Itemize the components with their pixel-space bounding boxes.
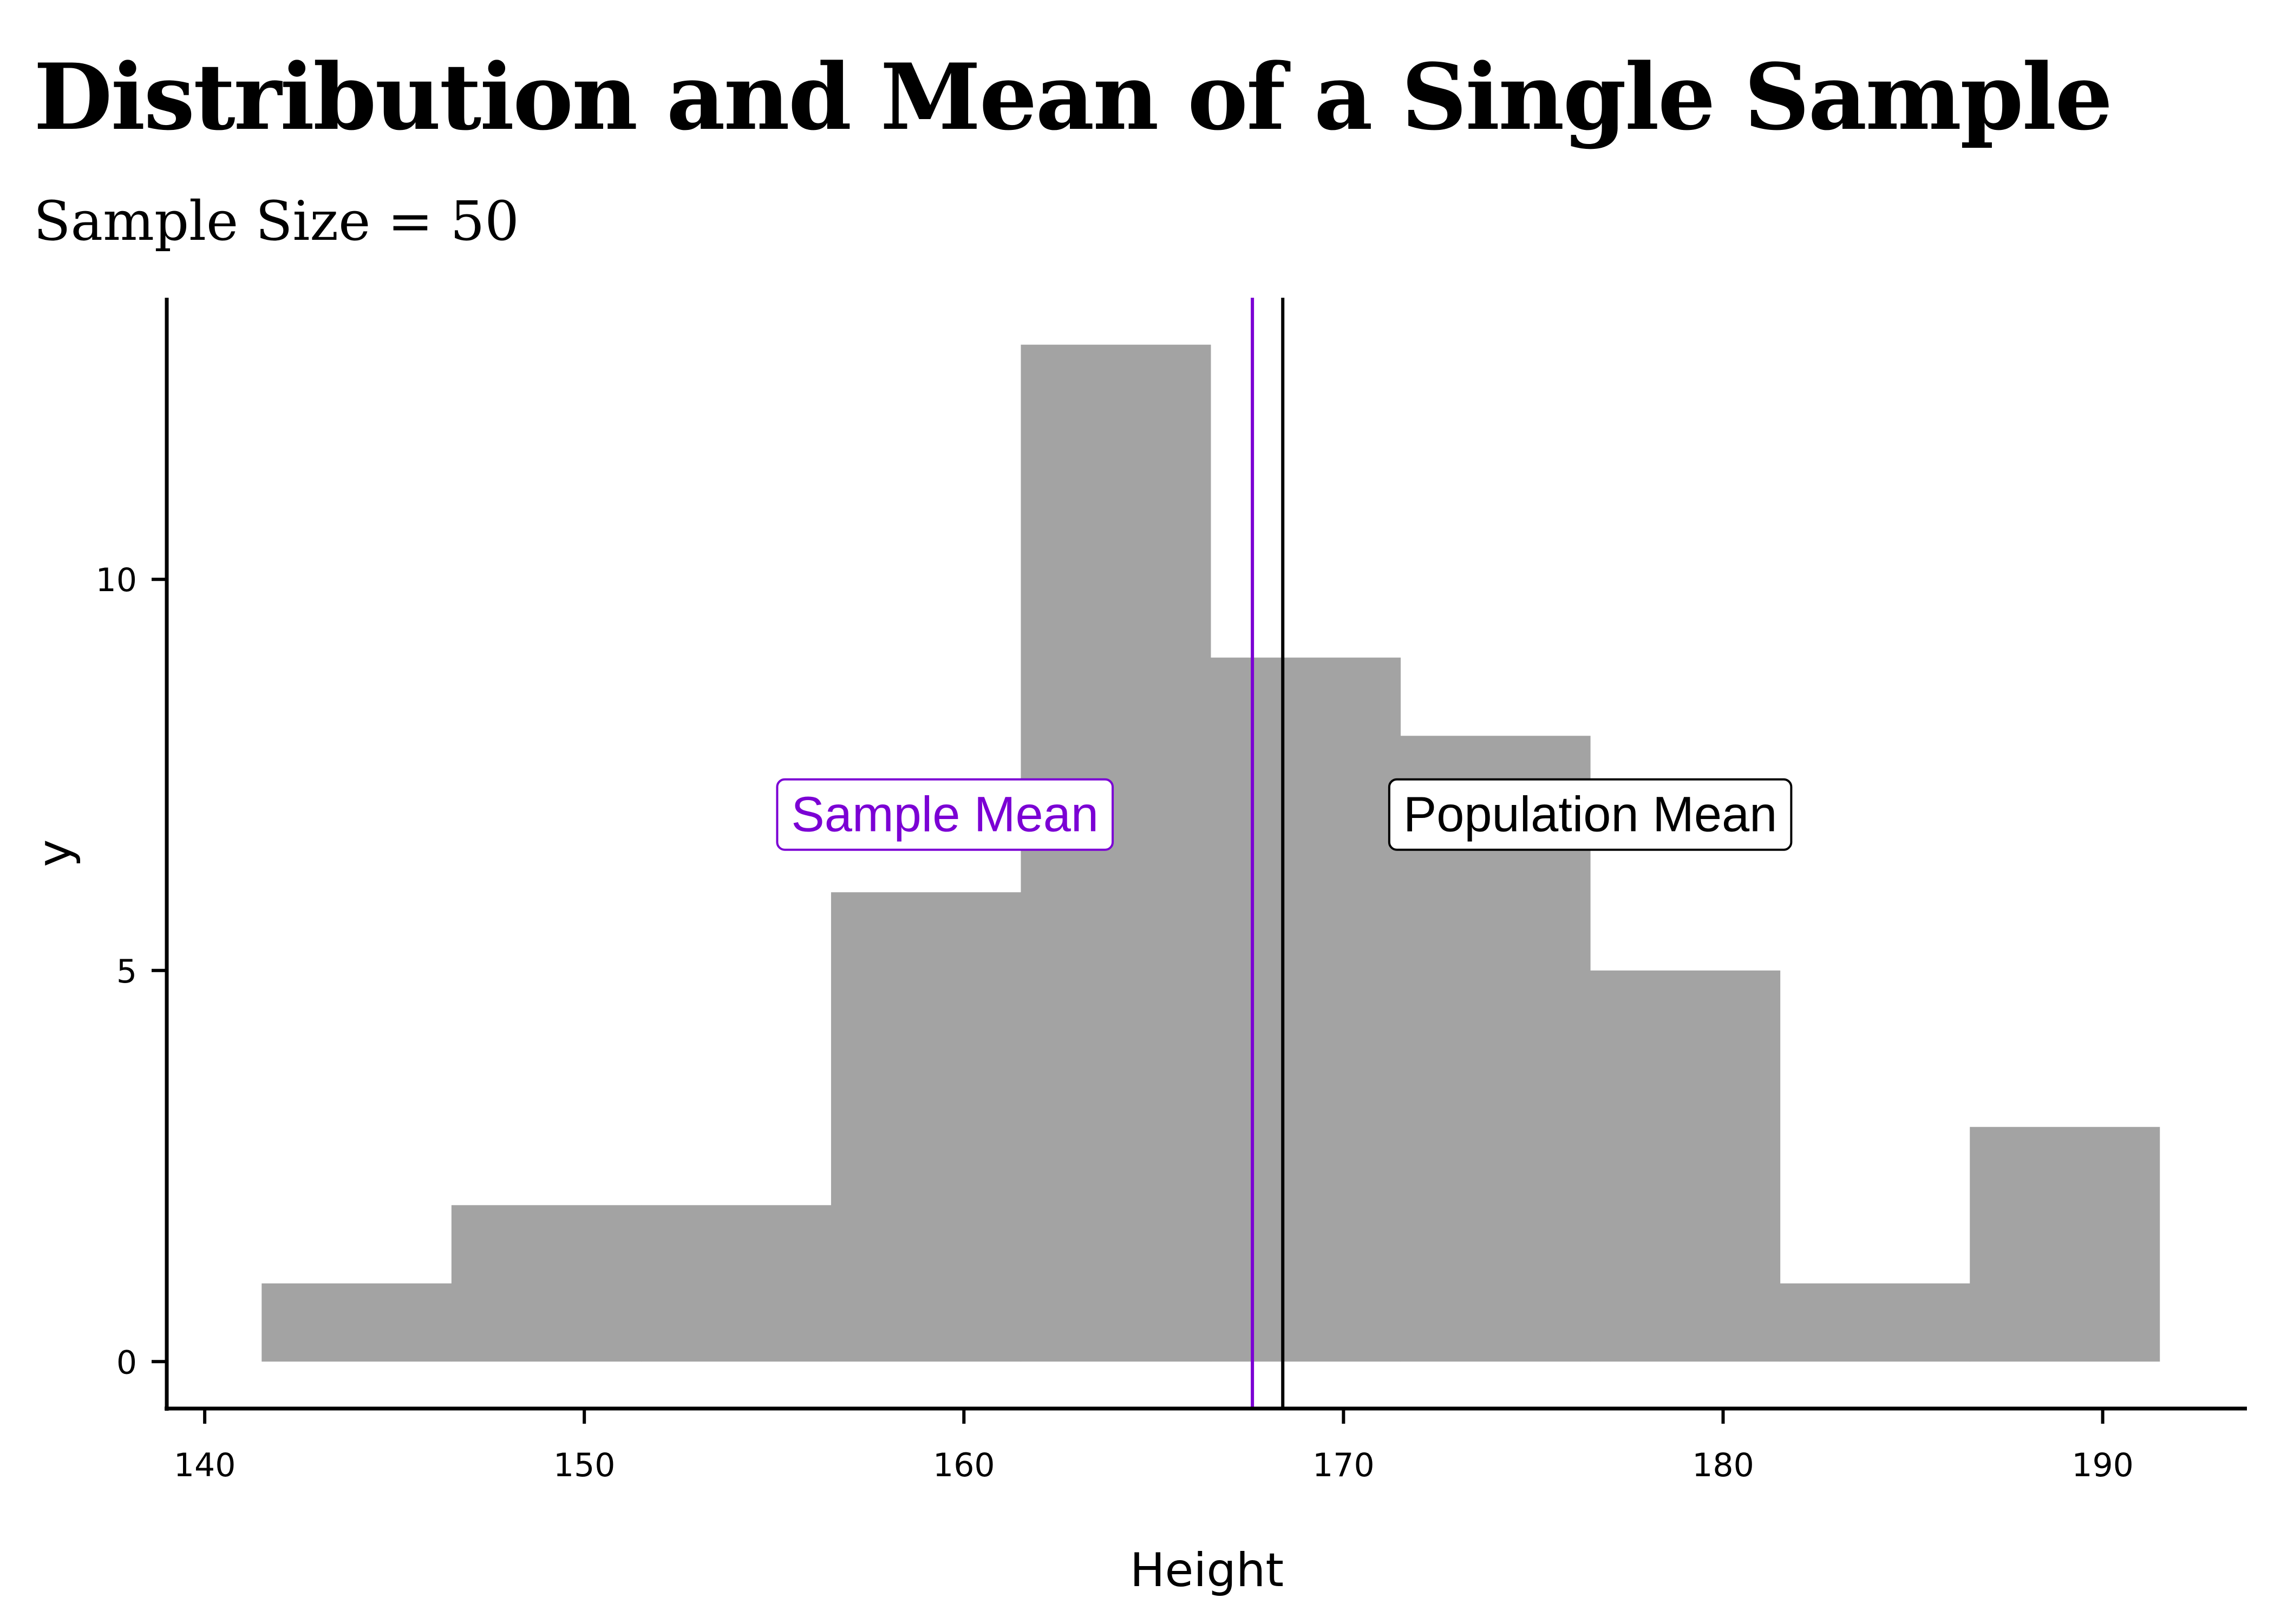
histogram-bar-4 xyxy=(831,892,1021,1362)
y-tick-label-5: 5 xyxy=(116,953,137,991)
population-mean-label: Population Mean xyxy=(1388,778,1793,851)
sample-mean-label-text: Sample Mean xyxy=(791,787,1099,842)
x-tick-label-150: 150 xyxy=(553,1446,616,1484)
axes: 140 150 160 170 180 190 0 5 10 xyxy=(96,298,2247,1484)
histogram-bar-5 xyxy=(1021,344,1211,1362)
y-axis-title: y xyxy=(28,840,82,867)
sample-mean-label: Sample Mean xyxy=(776,778,1114,851)
y-tick-label-10: 10 xyxy=(96,561,137,599)
histogram-bar-8 xyxy=(1590,970,1781,1362)
histogram-bars xyxy=(262,344,2160,1362)
x-axis-title: Height xyxy=(1130,1543,1284,1597)
x-tick-label-170: 170 xyxy=(1312,1446,1375,1484)
histogram-bar-3 xyxy=(641,1205,832,1362)
chart-title: Distribution and Mean of a Single Sample xyxy=(34,43,2113,150)
x-tick-label-140: 140 xyxy=(174,1446,236,1484)
chart-subtitle: Sample Size = 50 xyxy=(34,189,519,253)
histogram-bar-10 xyxy=(1970,1127,2160,1362)
x-tick-label-180: 180 xyxy=(1692,1446,1754,1484)
histogram-bar-6 xyxy=(1211,657,1401,1362)
reference-lines xyxy=(1251,298,1285,1409)
sample-mean-label-box xyxy=(776,778,1114,851)
annotations: Sample Mean Population Mean xyxy=(776,778,1793,851)
histogram-bar-9 xyxy=(1780,1283,1970,1362)
x-tick-label-160: 160 xyxy=(933,1446,995,1484)
population-mean-label-text: Population Mean xyxy=(1403,787,1778,842)
histogram-bar-2 xyxy=(451,1205,642,1362)
x-tick-label-190: 190 xyxy=(2072,1446,2134,1484)
y-tick-label-0: 0 xyxy=(116,1344,137,1381)
histogram-bar-1 xyxy=(262,1283,452,1362)
population-mean-label-box xyxy=(1388,778,1793,851)
